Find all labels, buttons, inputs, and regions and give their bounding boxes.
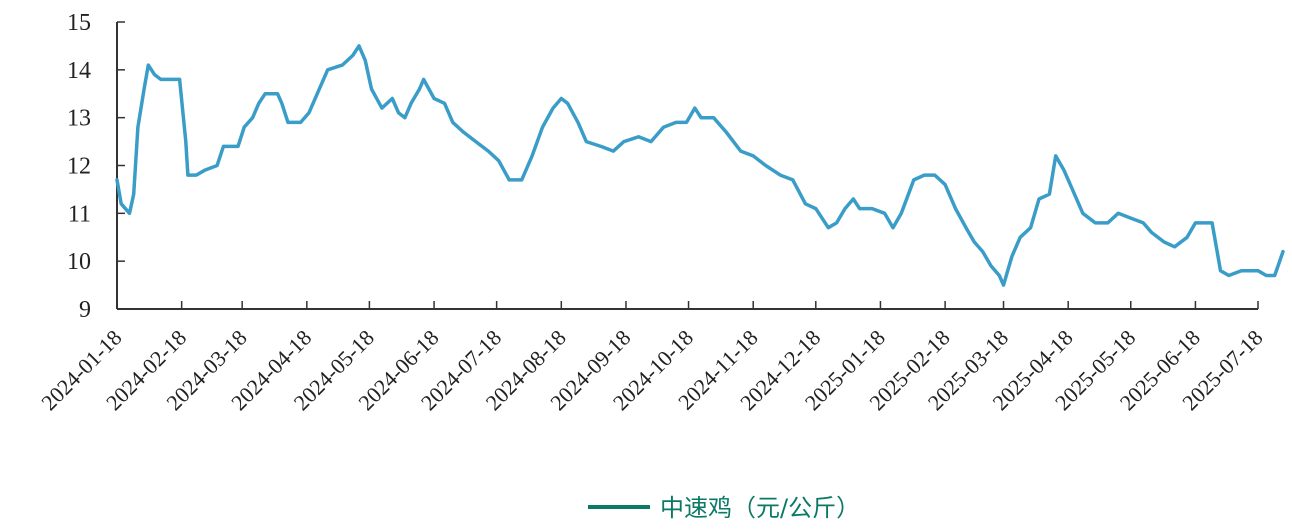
y-tick-label: 15 (67, 10, 91, 36)
y-tick-label: 12 (67, 154, 91, 180)
y-tick-label: 9 (79, 297, 91, 323)
y-tick-label: 11 (68, 201, 91, 227)
series-lines (115, 44, 1285, 287)
y-axis-ticks: 9 10 11 12 13 14 15 (67, 10, 125, 323)
y-tick-label: 10 (67, 249, 91, 275)
legend-label: 中速鸡（元/公斤） (660, 494, 860, 522)
series-line (115, 44, 1285, 287)
legend: 中速鸡（元/公斤） (588, 494, 860, 522)
y-tick-label: 13 (67, 106, 91, 132)
y-tick-label: 14 (67, 58, 91, 84)
x-axis-ticks: 2024-01-182024-02-182024-03-182024-04-18… (36, 301, 1268, 415)
axes (116, 22, 1258, 310)
